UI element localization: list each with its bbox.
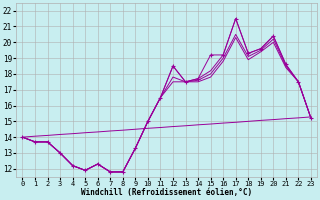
X-axis label: Windchill (Refroidissement éolien,°C): Windchill (Refroidissement éolien,°C) xyxy=(81,188,252,197)
